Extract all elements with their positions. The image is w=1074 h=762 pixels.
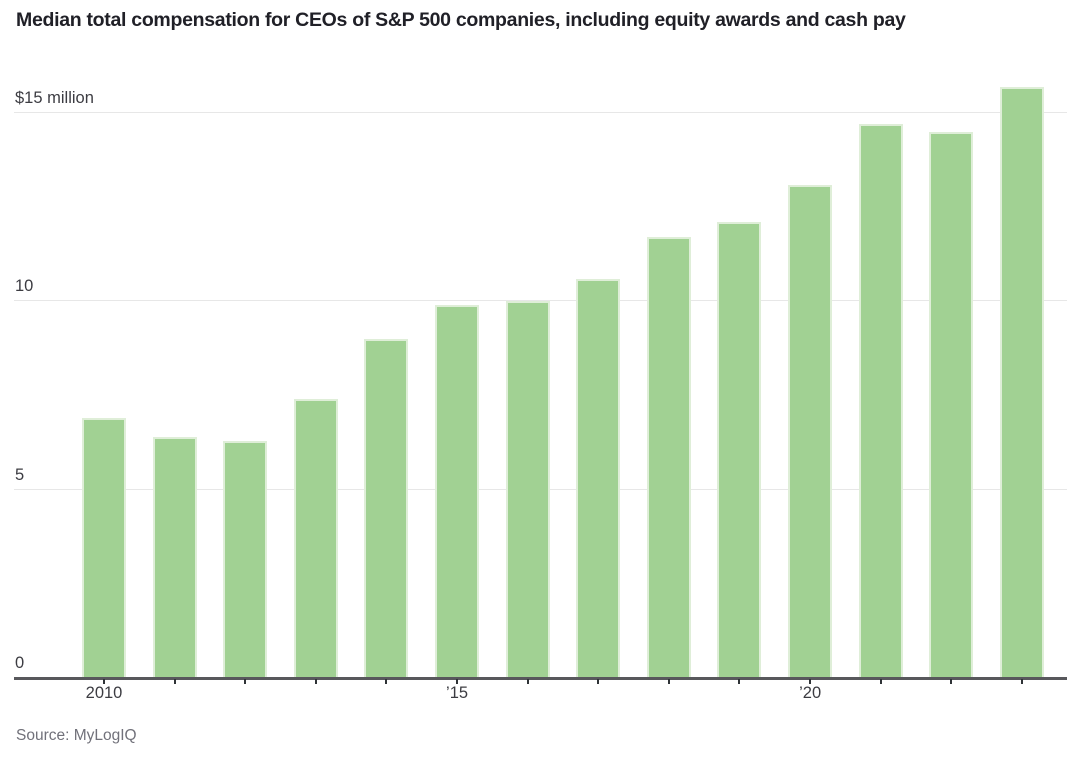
bar-2018 <box>646 237 691 678</box>
tick-slot-2021 <box>859 679 903 685</box>
bar-2010 <box>82 418 126 678</box>
bar-2013 <box>293 399 338 678</box>
gridline-10 <box>14 300 1067 302</box>
x-axis-label-2015: ’15 <box>446 684 469 702</box>
tick-slot-2018 <box>647 679 691 685</box>
tick-slot-2014 <box>364 679 408 685</box>
gridline-15 <box>14 112 1067 113</box>
bar-2011 <box>152 437 197 678</box>
x-axis-ticks <box>82 679 1044 685</box>
bar-2021 <box>858 124 903 678</box>
bar-2020 <box>788 185 833 678</box>
tick-slot-2019 <box>717 679 761 685</box>
tick-slot-2023 <box>1000 679 1044 685</box>
bar-2017 <box>576 279 621 678</box>
tick-slot-2020 <box>788 679 832 685</box>
x-axis-tick-2016 <box>526 679 529 684</box>
tick-slot-2011 <box>153 679 197 685</box>
x-axis-tick-2018 <box>667 679 670 684</box>
x-axis-tick-2017 <box>597 679 600 684</box>
x-axis-tick-2021 <box>879 679 882 684</box>
y-axis-label-5: 5 <box>15 465 25 484</box>
x-axis-tick-2020 <box>809 679 812 684</box>
x-axis-tick-2015 <box>456 679 459 684</box>
x-axis-label-2020: ’20 <box>799 684 822 702</box>
tick-slot-2016 <box>506 679 550 685</box>
bar-2022 <box>929 132 974 678</box>
bar-2012 <box>223 441 268 678</box>
bars-group <box>82 78 1044 678</box>
bar-2019 <box>717 222 762 678</box>
x-axis-tick-2022 <box>950 679 953 684</box>
x-axis-label-2010: 2010 <box>85 684 123 702</box>
chart-title: Median total compensation for CEOs of S&… <box>16 9 906 31</box>
x-axis-tick-2014 <box>385 679 388 684</box>
bar-2016 <box>505 301 550 678</box>
tick-slot-2012 <box>223 679 267 685</box>
bar-2015 <box>435 305 480 678</box>
x-axis-tick-2019 <box>738 679 741 684</box>
x-axis-tick-2012 <box>244 679 247 684</box>
x-axis-tick-2010 <box>103 679 105 684</box>
tick-slot-2013 <box>294 679 338 685</box>
y-axis-label-15: $15 million <box>15 89 94 107</box>
y-axis-label-10: 10 <box>15 277 34 296</box>
y-axis-label-0: 0 <box>15 654 25 672</box>
tick-slot-2010 <box>82 679 126 685</box>
x-axis-tick-2011 <box>173 679 176 684</box>
bar-2014 <box>364 339 409 678</box>
tick-slot-2017 <box>576 679 620 685</box>
tick-slot-2022 <box>929 679 973 685</box>
plot-area: 0 5 10 $15 million 2010 ’15 ’20 <box>14 78 1067 702</box>
x-axis-tick-2023 <box>1020 679 1023 684</box>
x-axis-tick-2013 <box>314 679 317 684</box>
bar-2023 <box>999 87 1044 678</box>
tick-slot-2015 <box>435 679 479 685</box>
x-axis-line <box>14 677 1067 680</box>
source-note: Source: MyLogIQ <box>16 727 137 744</box>
